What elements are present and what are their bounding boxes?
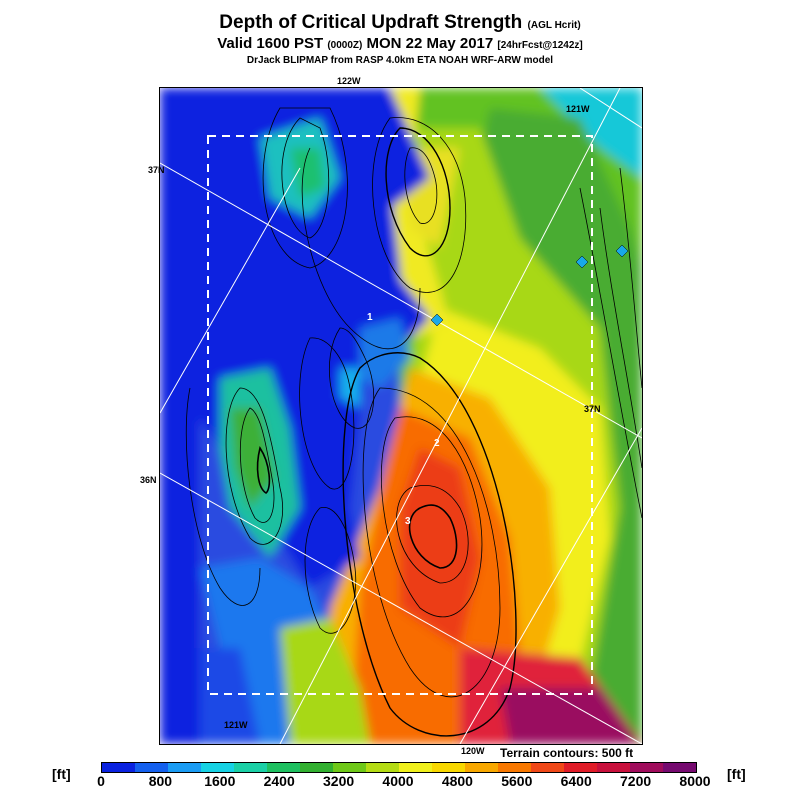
colorbar-tick-label: 0 bbox=[97, 773, 105, 789]
colorbar-swatch bbox=[564, 763, 597, 772]
colorbar-swatch bbox=[630, 763, 663, 772]
inner-domain-box bbox=[207, 135, 593, 695]
colorbar-tick-label: 8000 bbox=[679, 773, 711, 789]
colorbar-swatch bbox=[498, 763, 531, 772]
colorbar-unit-left: [ft] bbox=[52, 766, 71, 782]
lon-label-120w: 120W bbox=[461, 746, 485, 756]
lat-label-37n-west: 37N bbox=[148, 165, 165, 175]
colorbar-tick-label: 1600 bbox=[204, 773, 236, 789]
graticule bbox=[160, 88, 642, 744]
site-label-2: 2 bbox=[434, 438, 440, 449]
colorbar-swatch bbox=[531, 763, 564, 772]
colorbar-tick-label: 5600 bbox=[501, 773, 533, 789]
lon-label-121w-bottom: 121W bbox=[224, 720, 248, 730]
map-field bbox=[160, 88, 642, 744]
colorbar-swatch bbox=[597, 763, 630, 772]
lat-label-36n: 36N bbox=[140, 475, 157, 485]
colorbar-tick-label: 4000 bbox=[382, 773, 414, 789]
valid-time: Valid 1600 PST (0000Z) MON 22 May 2017 [… bbox=[217, 35, 583, 52]
colorbar-swatch bbox=[234, 763, 267, 772]
colorbar-tick-label: 2400 bbox=[263, 773, 295, 789]
terrain-contour-note: Terrain contours: 500 ft bbox=[500, 746, 634, 760]
chart-title: Depth of Critical Updraft Strength (AGL … bbox=[219, 12, 581, 33]
site-label-3: 3 bbox=[405, 516, 411, 527]
colorbar-swatch bbox=[102, 763, 135, 772]
lon-label-121w-top: 121W bbox=[566, 104, 590, 114]
colorbar-unit-right: [ft] bbox=[727, 766, 746, 782]
colorbar-swatch bbox=[663, 763, 696, 772]
colorbar-swatch bbox=[333, 763, 366, 772]
colorbar-swatch bbox=[168, 763, 201, 772]
colorbar bbox=[101, 762, 697, 773]
lon-label-122w: 122W bbox=[337, 76, 361, 86]
colorbar-swatch bbox=[300, 763, 333, 772]
colorbar-swatch bbox=[366, 763, 399, 772]
colorbar-swatch bbox=[399, 763, 432, 772]
colorbar-swatch bbox=[135, 763, 168, 772]
colorbar-tick-label: 800 bbox=[148, 773, 173, 789]
colorbar-tick-label: 3200 bbox=[323, 773, 355, 789]
lat-label-37n-east: 37N bbox=[584, 404, 601, 414]
colorbar-swatch bbox=[201, 763, 234, 772]
colorbar-swatch bbox=[432, 763, 465, 772]
colorbar-tick-label: 6400 bbox=[560, 773, 592, 789]
map-plot[interactable] bbox=[159, 87, 643, 745]
model-info: DrJack BLIPMAP from RASP 4.0km ETA NOAH … bbox=[246, 55, 554, 66]
colorbar-tick-label: 7200 bbox=[620, 773, 652, 789]
site-label-1: 1 bbox=[367, 312, 373, 323]
site-markers bbox=[430, 244, 629, 327]
colorbar-tick-label: 4800 bbox=[441, 773, 473, 789]
colorbar-swatch bbox=[465, 763, 498, 772]
colorbar-swatch bbox=[267, 763, 300, 772]
